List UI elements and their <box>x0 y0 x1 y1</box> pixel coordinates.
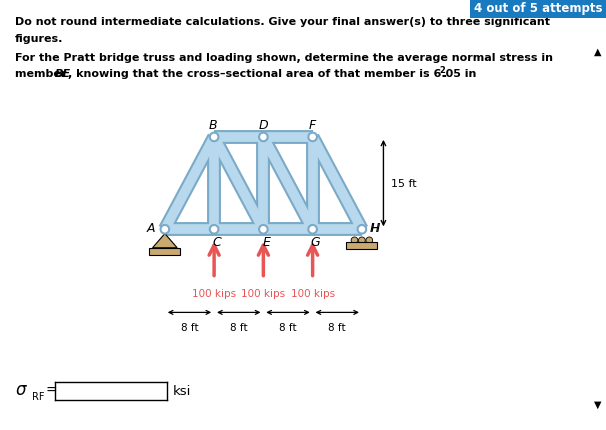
Text: , knowing that the cross–sectional area of that member is 6.05 in: , knowing that the cross–sectional area … <box>68 69 477 79</box>
Circle shape <box>366 237 373 244</box>
Text: G: G <box>311 236 321 249</box>
Text: figures.: figures. <box>15 34 64 44</box>
Text: 2: 2 <box>439 66 445 75</box>
Text: B: B <box>208 119 217 132</box>
Text: 100 kips: 100 kips <box>290 288 335 298</box>
Text: 100 kips: 100 kips <box>241 288 285 298</box>
Circle shape <box>161 225 169 234</box>
Text: A: A <box>147 221 156 234</box>
Circle shape <box>210 133 218 142</box>
Circle shape <box>358 225 366 234</box>
Text: 8 ft: 8 ft <box>279 322 297 332</box>
Text: F: F <box>309 119 316 132</box>
Text: =: = <box>45 384 57 397</box>
Text: 15 ft: 15 ft <box>391 179 416 189</box>
Circle shape <box>351 237 358 244</box>
Text: $\sigma$: $\sigma$ <box>15 380 28 398</box>
Text: H: H <box>371 221 380 234</box>
Text: 8 ft: 8 ft <box>230 322 248 332</box>
Text: ▲: ▲ <box>594 46 602 57</box>
Circle shape <box>259 225 268 234</box>
Text: E: E <box>262 236 270 249</box>
Text: BE: BE <box>55 69 71 79</box>
Circle shape <box>308 225 317 234</box>
Polygon shape <box>153 234 177 248</box>
Circle shape <box>359 237 365 244</box>
Bar <box>150 248 180 255</box>
Text: RF: RF <box>32 390 44 401</box>
Circle shape <box>308 133 317 142</box>
Text: 4 out of 5 attempts: 4 out of 5 attempts <box>474 2 603 15</box>
Text: For the Pratt bridge truss and loading shown, determine the average normal stres: For the Pratt bridge truss and loading s… <box>15 52 553 62</box>
Circle shape <box>210 225 218 234</box>
Text: H: H <box>369 221 379 234</box>
Text: 100 kips: 100 kips <box>192 288 236 298</box>
Text: Do not round intermediate calculations. Give your final answer(s) to three signi: Do not round intermediate calculations. … <box>15 17 550 27</box>
Text: D: D <box>259 119 268 132</box>
Text: C: C <box>213 236 222 249</box>
Bar <box>347 242 378 249</box>
Text: 8 ft: 8 ft <box>328 322 346 332</box>
Text: ksi: ksi <box>173 384 191 397</box>
Text: 8 ft: 8 ft <box>181 322 198 332</box>
Text: ▼: ▼ <box>594 399 602 409</box>
Text: member: member <box>15 69 70 79</box>
Text: .: . <box>442 69 447 79</box>
Circle shape <box>259 133 268 142</box>
